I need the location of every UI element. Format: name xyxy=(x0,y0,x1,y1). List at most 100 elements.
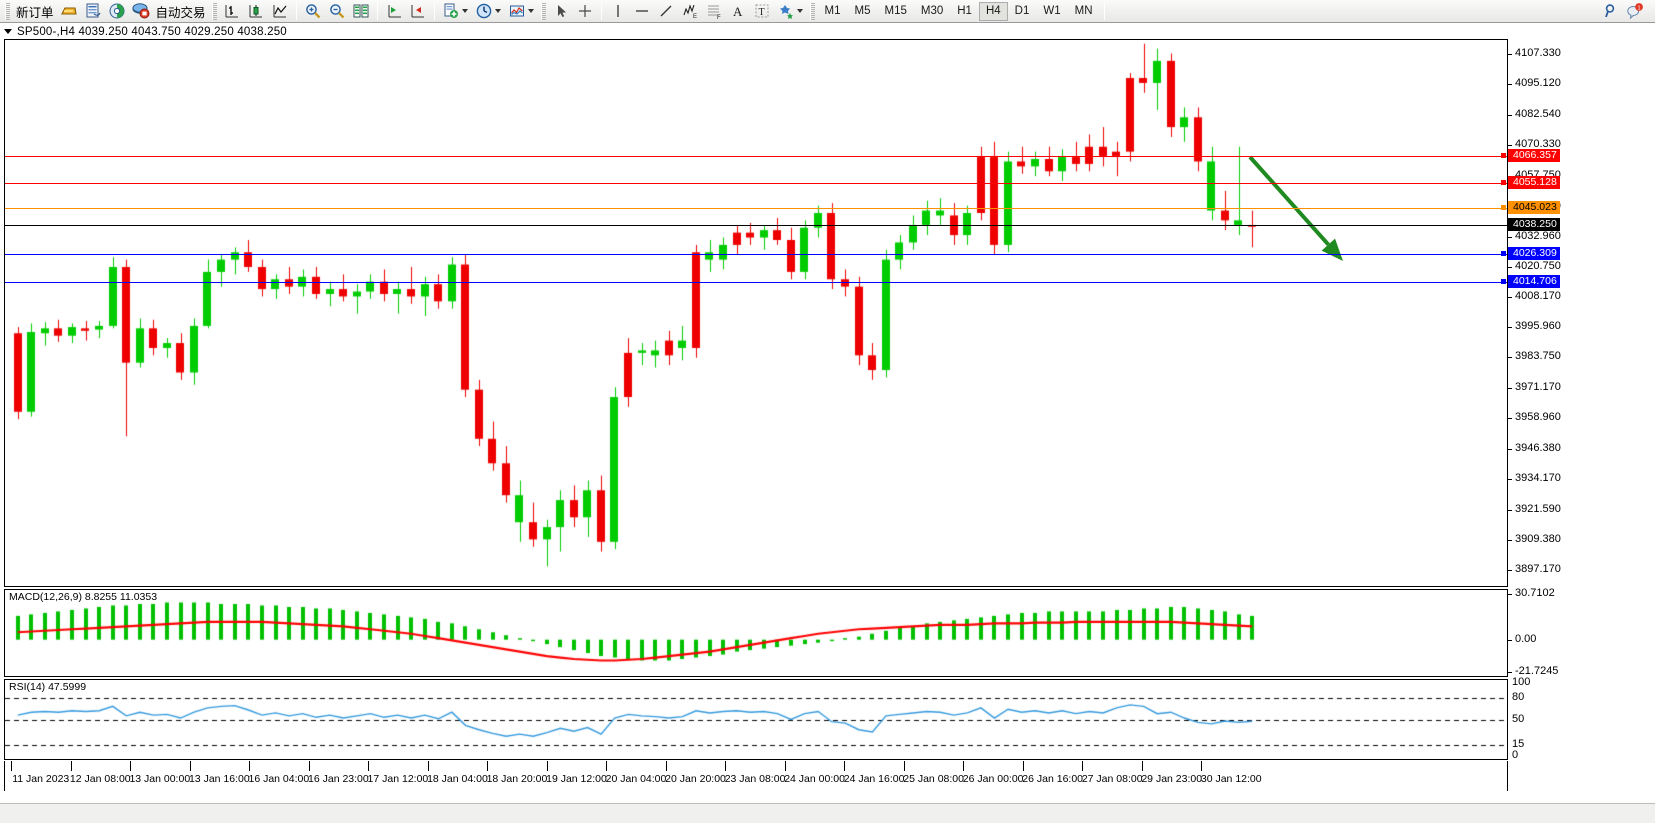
autotrade-button[interactable]: 自动交易 xyxy=(153,1,209,22)
time-tick-separator xyxy=(11,761,12,771)
time-tick-label: 29 Jan 23:00 xyxy=(1141,773,1203,785)
time-tick-label: 11 Jan 2023 xyxy=(12,773,70,785)
new-order-button[interactable]: 新订单 xyxy=(13,1,57,22)
trendline-icon[interactable] xyxy=(654,1,678,22)
price-level-value: 4066.357 xyxy=(1513,148,1557,161)
symbol-dropdown-chevron-icon[interactable] xyxy=(4,29,12,34)
gold-bar-icon[interactable] xyxy=(57,1,81,22)
time-tick-separator xyxy=(190,761,191,771)
navigator-icon[interactable] xyxy=(105,1,129,22)
price-level-line[interactable] xyxy=(5,253,1507,255)
time-tick-label: 13 Jan 00:00 xyxy=(129,773,191,785)
periods-button[interactable] xyxy=(472,1,505,22)
toolbar-grip-3[interactable] xyxy=(540,2,546,20)
hline-icon[interactable] xyxy=(630,1,654,22)
indicators-chevron-down-icon[interactable] xyxy=(527,9,534,13)
price-level-line[interactable] xyxy=(5,224,1507,226)
search-icon[interactable] xyxy=(1599,1,1623,22)
cursor-icon[interactable] xyxy=(549,1,573,22)
svg-text:A: A xyxy=(733,4,743,19)
price-level-line[interactable] xyxy=(5,282,1507,284)
zoom-in-icon[interactable] xyxy=(301,1,325,22)
time-tick-separator xyxy=(1201,761,1202,771)
price-level-tag[interactable]: 4055.128 xyxy=(1500,176,1560,190)
autotrade-icon[interactable] xyxy=(129,1,153,22)
time-tick-label: 24 Jan 00:00 xyxy=(784,773,845,785)
zoom-out-icon[interactable] xyxy=(325,1,349,22)
macd-scale-axis: 30.7102 0.00 -21.7245 xyxy=(1508,587,1655,677)
time-tick-separator xyxy=(71,761,72,771)
timeframe-mn[interactable]: MN xyxy=(1074,5,1093,17)
candlestick-chart-icon[interactable] xyxy=(244,1,268,22)
timeframe-m5[interactable]: M5 xyxy=(854,5,871,17)
price-chart-pane[interactable] xyxy=(4,39,1508,587)
price-level-tag[interactable]: 4066.357 xyxy=(1500,148,1560,162)
price-level-line[interactable] xyxy=(5,183,1507,185)
time-tick-separator xyxy=(666,761,667,771)
toolbar-grip[interactable] xyxy=(5,2,10,20)
time-tick-separator xyxy=(725,761,726,771)
time-tick-separator xyxy=(606,761,607,771)
bar-chart-icon[interactable] xyxy=(220,1,244,22)
objects-chevron-down-icon[interactable] xyxy=(796,9,803,13)
macd-canvas xyxy=(5,590,1507,676)
svg-text:F: F xyxy=(717,15,721,20)
text-label-icon[interactable]: T xyxy=(750,1,774,22)
price-level-value: 4014.706 xyxy=(1513,275,1557,288)
time-tick-label: 26 Jan 00:00 xyxy=(962,773,1024,785)
autotrade-label: 自动交易 xyxy=(155,5,206,20)
timeframe-m15[interactable]: M15 xyxy=(884,5,907,17)
crosshair-icon[interactable] xyxy=(573,1,597,22)
time-axis[interactable]: 11 Jan 2023 12 Jan 08:00 13 Jan 00:00 13 Ja… xyxy=(4,761,1508,791)
new-order-label: 新订单 xyxy=(16,5,54,20)
time-tick-separator xyxy=(130,761,131,771)
fibo-icon[interactable]: F xyxy=(702,1,726,22)
status-bar xyxy=(0,803,1655,823)
timeframe-m30[interactable]: M30 xyxy=(920,5,944,17)
notification-bubble-icon[interactable]: 1 xyxy=(1623,1,1647,22)
shift-start-icon[interactable] xyxy=(382,1,406,22)
periods-chevron-down-icon[interactable] xyxy=(494,9,501,13)
timeframe-h4[interactable]: H4 xyxy=(978,1,1008,21)
objects-list-button[interactable] xyxy=(774,1,807,22)
price-level-line[interactable] xyxy=(5,208,1507,210)
time-tick-label: 13 Jan 16:00 xyxy=(188,773,250,785)
time-tick-separator xyxy=(428,761,429,771)
toolbar-grip-4[interactable] xyxy=(809,2,815,20)
main-toolbar: 新订单 自动交易 xyxy=(0,0,1655,23)
svg-text:E: E xyxy=(693,14,697,20)
tile-windows-icon[interactable] xyxy=(349,1,373,22)
timeframe-m1[interactable]: M1 xyxy=(824,5,841,17)
time-tick-separator xyxy=(785,761,786,771)
templates-button[interactable] xyxy=(439,1,472,22)
timeframe-d1[interactable]: D1 xyxy=(1014,5,1030,17)
data-window-icon[interactable] xyxy=(81,1,105,22)
timeframe-w1[interactable]: W1 xyxy=(1043,5,1061,17)
macd-indicator-pane[interactable]: MACD(12,26,9) 8.8255 11.0353 xyxy=(4,589,1508,677)
price-level-tag[interactable]: 4045.023 xyxy=(1500,201,1560,215)
time-tick-label: 30 Jan 12:00 xyxy=(1200,773,1262,785)
time-tick-label: 19 Jan 12:00 xyxy=(546,773,607,785)
notification-badge-count: 1 xyxy=(1638,5,1641,11)
shift-end-icon[interactable] xyxy=(406,1,430,22)
price-scale-axis[interactable]: 4107.330 4095.120 4082.540 4070.330 4057.750… xyxy=(1500,39,1655,587)
price-level-tag[interactable]: 4026.309 xyxy=(1500,246,1560,260)
price-level-line[interactable] xyxy=(5,155,1507,157)
time-tick-label: 25 Jan 08:00 xyxy=(903,773,964,785)
timeframe-h1[interactable]: H1 xyxy=(957,5,972,17)
elliott-wave-icon[interactable]: E xyxy=(678,1,702,22)
time-tick-separator xyxy=(963,761,964,771)
rsi-indicator-pane[interactable]: RSI(14) 47.5999 xyxy=(4,679,1508,760)
time-tick-label: 24 Jan 16:00 xyxy=(843,773,905,785)
toolbar-grip-2[interactable] xyxy=(211,2,217,20)
toolbar-separator-4 xyxy=(600,2,602,20)
templates-chevron-down-icon[interactable] xyxy=(461,9,468,13)
vline-icon[interactable] xyxy=(606,1,630,22)
price-level-value: 4055.128 xyxy=(1513,176,1557,189)
price-level-tag[interactable]: 4014.706 xyxy=(1500,275,1560,289)
indicators-button[interactable] xyxy=(505,1,538,22)
text-icon[interactable]: A xyxy=(726,1,750,22)
price-level-tag[interactable]: 4038.250 xyxy=(1508,217,1560,231)
line-chart-icon[interactable] xyxy=(268,1,292,22)
